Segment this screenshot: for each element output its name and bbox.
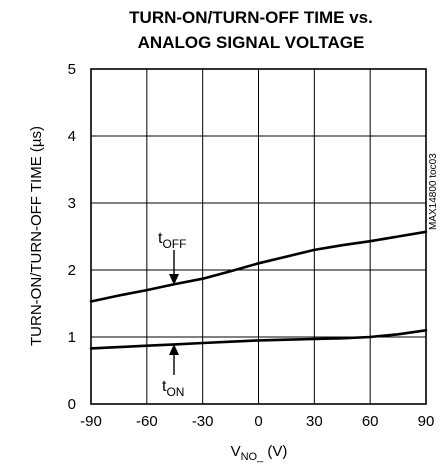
x-tick-label: 0 — [254, 413, 262, 430]
x-tick-label: -60 — [136, 413, 158, 430]
ton-series-label: tON — [162, 378, 184, 399]
grid — [90, 68, 427, 405]
ton-series-line — [89, 328, 428, 350]
toff-label-main: t — [158, 230, 163, 247]
y-tick-label: 3 — [68, 195, 76, 212]
x-tick-label: -90 — [80, 413, 102, 430]
y-axis-label: TURN-ON/TURN-OFF TIME (µs) — [28, 126, 45, 346]
x-axis-label-unit: (V) — [263, 443, 287, 460]
chart-title-line-1: TURN-ON/TURN-OFF TIME vs. — [129, 8, 373, 27]
x-axis-label-subscript: NO_ — [241, 451, 265, 463]
x-tick-label: 30 — [306, 413, 323, 430]
toff-series-label: tOFF — [158, 230, 186, 251]
plot-frame — [90, 68, 427, 405]
toff-series-line — [89, 230, 428, 303]
y-tick-labels: 0 1 2 3 4 5 — [68, 61, 76, 413]
series — [89, 230, 428, 350]
ton-label-subscript: ON — [166, 385, 184, 399]
y-tick-label: 5 — [68, 61, 76, 78]
y-tick-label: 1 — [68, 329, 76, 346]
x-axis-label-main: V — [231, 443, 241, 460]
ton-label-main: t — [162, 378, 167, 395]
x-axis-label: VNO_ (V) — [231, 443, 288, 463]
ton-arrow-head — [169, 344, 179, 355]
watermark-label: MAX14800 toc03 — [428, 153, 439, 230]
y-tick-label: 0 — [68, 396, 76, 413]
x-tick-label: 60 — [362, 413, 379, 430]
toff-label-subscript: OFF — [162, 237, 186, 251]
x-tick-label: 90 — [418, 413, 435, 430]
y-tick-label: 2 — [68, 262, 76, 279]
toff-arrow-head — [169, 274, 179, 285]
x-tick-label: -30 — [192, 413, 214, 430]
y-tick-label: 4 — [68, 128, 76, 145]
chart-title-line-2: ANALOG SIGNAL VOLTAGE — [138, 33, 365, 52]
x-tick-labels: -90 -60 -30 0 30 60 90 — [80, 413, 434, 430]
